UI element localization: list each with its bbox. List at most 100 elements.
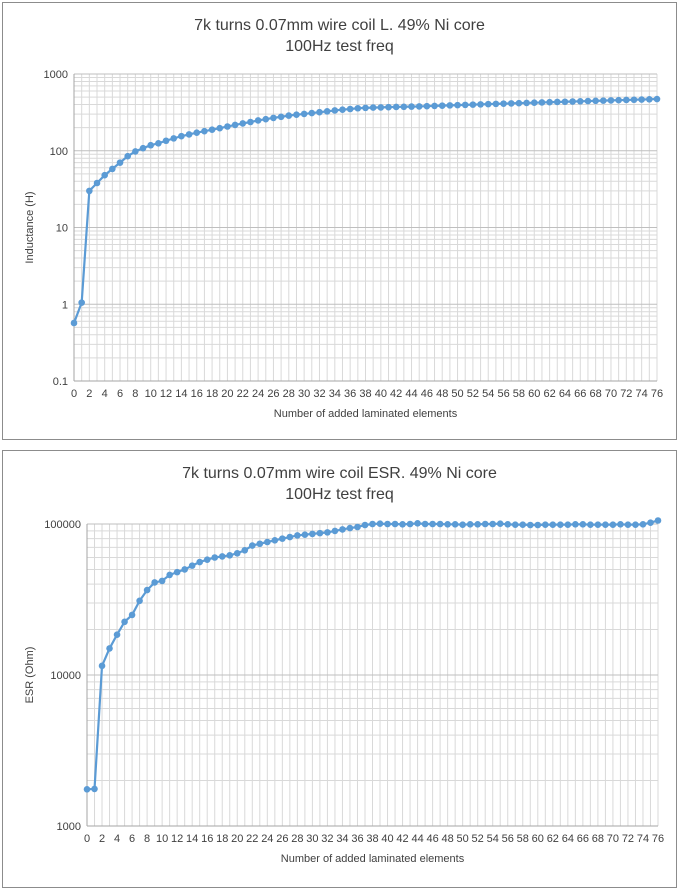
data-point bbox=[414, 520, 421, 527]
x-tick-label: 44 bbox=[411, 833, 423, 845]
x-tick-label: 74 bbox=[636, 388, 648, 400]
data-point bbox=[331, 527, 339, 535]
data-point bbox=[139, 144, 147, 152]
data-point bbox=[124, 152, 131, 160]
data-point bbox=[474, 521, 481, 528]
x-tick-label: 2 bbox=[86, 388, 92, 400]
x-tick-label: 12 bbox=[171, 833, 183, 845]
data-point bbox=[572, 521, 579, 528]
data-point bbox=[264, 538, 271, 546]
x-tick-label: 56 bbox=[497, 388, 509, 400]
x-tick-label: 8 bbox=[132, 388, 138, 400]
data-point bbox=[339, 526, 346, 533]
data-point bbox=[121, 618, 128, 626]
data-point bbox=[511, 521, 519, 528]
data-point bbox=[408, 103, 415, 110]
x-tick-label: 56 bbox=[502, 833, 514, 845]
x-tick-label: 22 bbox=[246, 833, 258, 845]
data-point bbox=[346, 524, 354, 532]
x-tick-label: 48 bbox=[442, 833, 454, 845]
x-tick-label: 28 bbox=[291, 833, 303, 845]
x-tick-label: 6 bbox=[129, 833, 135, 845]
x-tick-label: 76 bbox=[652, 833, 664, 845]
data-point bbox=[500, 100, 507, 107]
chart-title: 7k turns 0.07mm wire coil L. 49% Ni core… bbox=[3, 15, 676, 57]
data-point bbox=[406, 520, 414, 528]
x-tick-label: 46 bbox=[421, 388, 433, 400]
x-tick-label: 54 bbox=[482, 388, 494, 400]
data-point bbox=[553, 98, 561, 106]
x-tick-label: 0 bbox=[84, 833, 90, 845]
x-tick-label: 42 bbox=[390, 388, 402, 400]
x-tick-label: 74 bbox=[637, 833, 649, 845]
y-tick-label: 10 bbox=[56, 223, 68, 235]
data-point bbox=[286, 533, 294, 541]
x-tick-label: 58 bbox=[513, 388, 525, 400]
x-tick-label: 4 bbox=[114, 833, 120, 845]
data-point bbox=[654, 517, 662, 524]
data-point bbox=[624, 521, 632, 528]
data-point bbox=[294, 532, 301, 539]
data-point bbox=[584, 97, 592, 105]
grid bbox=[73, 73, 658, 382]
data-point bbox=[607, 97, 615, 104]
x-tick-label: 20 bbox=[221, 388, 233, 400]
x-tick-label: 62 bbox=[543, 388, 555, 400]
x-tick-label: 36 bbox=[344, 388, 356, 400]
data-point bbox=[446, 102, 454, 109]
x-tick-label: 60 bbox=[528, 388, 540, 400]
data-point bbox=[136, 597, 143, 605]
x-tick-label: 14 bbox=[175, 388, 187, 400]
data-point bbox=[436, 520, 444, 528]
data-point bbox=[308, 109, 316, 117]
data-point bbox=[489, 520, 497, 528]
data-point bbox=[239, 120, 247, 127]
data-point bbox=[630, 96, 638, 104]
data-point bbox=[196, 558, 203, 566]
x-tick-label: 54 bbox=[487, 833, 499, 845]
data-point bbox=[143, 586, 151, 594]
data-point bbox=[339, 106, 346, 113]
data-point bbox=[481, 520, 489, 528]
data-point bbox=[557, 521, 564, 528]
data-point bbox=[444, 521, 451, 528]
series-markers bbox=[83, 517, 662, 793]
data-point bbox=[376, 520, 384, 527]
x-tick-label: 58 bbox=[517, 833, 529, 845]
data-point bbox=[316, 108, 323, 116]
chart-title-line1: 7k turns 0.07mm wire coil L. 49% Ni core bbox=[194, 17, 485, 34]
data-point bbox=[231, 121, 239, 129]
x-tick-label: 68 bbox=[590, 388, 602, 400]
data-point bbox=[113, 631, 121, 638]
x-tick-label: 18 bbox=[216, 833, 228, 845]
data-point bbox=[600, 97, 607, 104]
data-point bbox=[646, 96, 653, 103]
x-tick-label: 66 bbox=[574, 388, 586, 400]
x-tick-label: 40 bbox=[381, 833, 393, 845]
data-point bbox=[515, 99, 523, 107]
data-point bbox=[362, 104, 369, 112]
data-point bbox=[218, 553, 226, 560]
data-point bbox=[592, 97, 599, 105]
data-point bbox=[271, 536, 279, 544]
data-point bbox=[309, 530, 316, 538]
x-tick-label: 34 bbox=[329, 388, 341, 400]
data-point bbox=[399, 521, 406, 528]
data-point bbox=[653, 95, 661, 103]
data-point bbox=[241, 546, 249, 554]
x-tick-label: 8 bbox=[144, 833, 150, 845]
data-point bbox=[188, 562, 196, 569]
data-point bbox=[109, 165, 116, 173]
data-point bbox=[638, 96, 645, 103]
data-point bbox=[181, 566, 188, 573]
data-point bbox=[534, 521, 542, 529]
data-point bbox=[377, 104, 385, 111]
data-point bbox=[211, 554, 219, 561]
data-point bbox=[185, 131, 193, 138]
x-tick-label: 26 bbox=[267, 388, 279, 400]
x-axis-title: Number of added laminated elements bbox=[281, 853, 465, 865]
data-point bbox=[632, 521, 639, 528]
x-tick-label: 28 bbox=[283, 388, 295, 400]
x-tick-label: 76 bbox=[651, 388, 663, 400]
data-point bbox=[106, 645, 113, 652]
